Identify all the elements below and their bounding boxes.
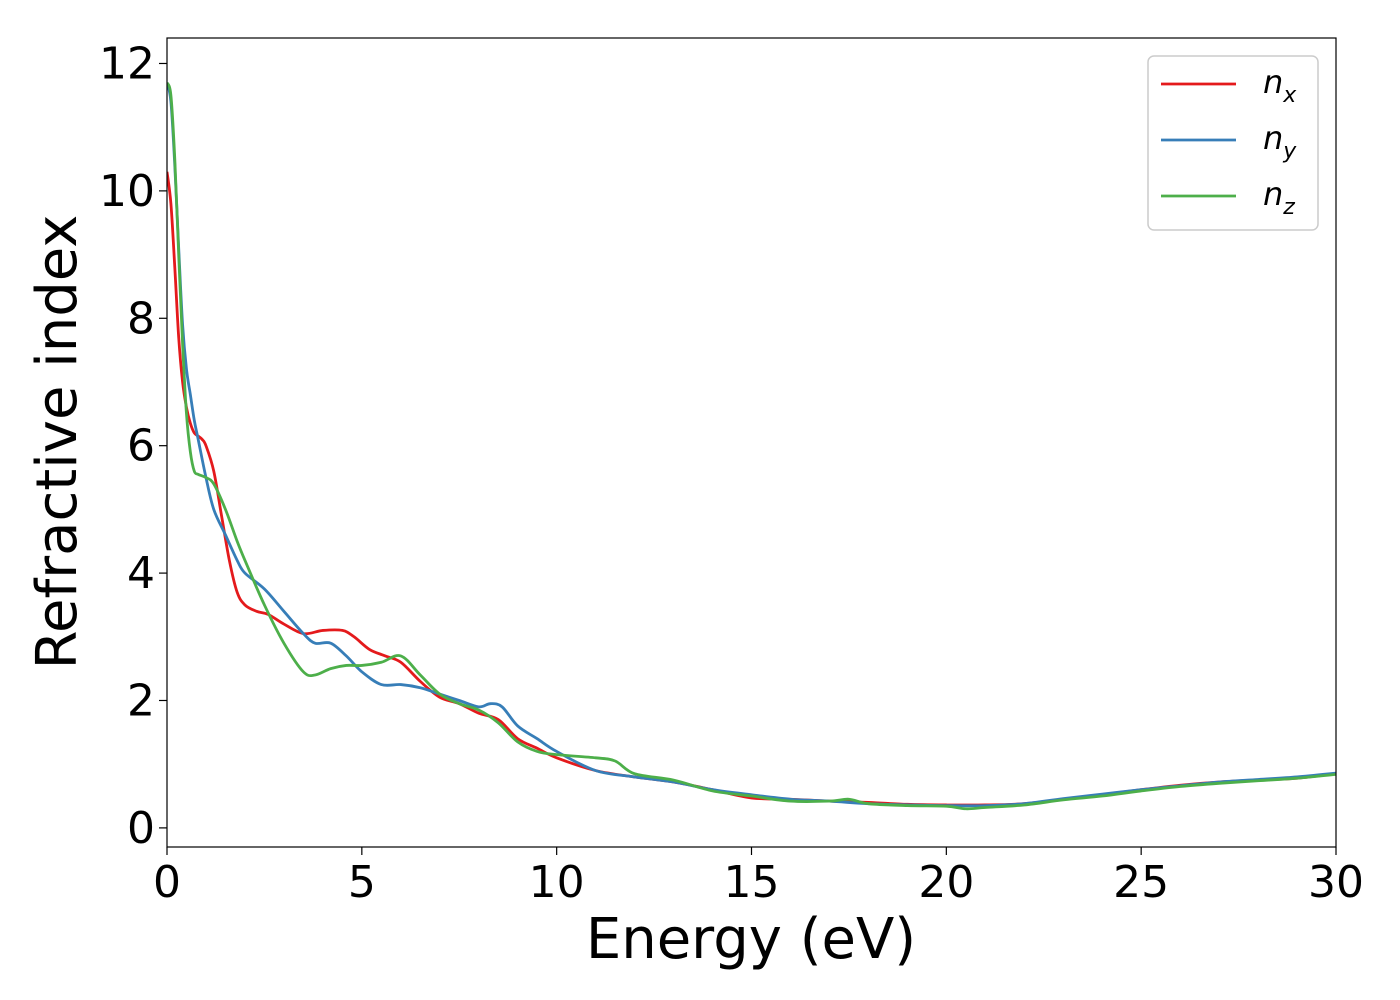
series-line-z [167,81,1336,811]
x-tick-label: 25 [1113,857,1169,908]
series-line-x [167,171,1336,807]
legend: nx ny nz [1147,55,1319,231]
legend-label-x: nx [1263,63,1297,108]
y-tick-label: 10 [99,166,155,217]
x-axis-ticks: 0 5 10 15 20 25 30 [153,847,1364,908]
y-tick-label: 4 [127,548,155,599]
y-tick-label: 6 [127,421,155,472]
x-tick-label: 0 [153,857,181,908]
y-axis-ticks: 0 2 4 6 8 10 12 [99,38,167,854]
y-axis-label: Refractive index [25,215,90,670]
series-line-y [167,82,1336,808]
y-tick-label: 8 [127,293,155,344]
legend-label-z: nz [1263,175,1295,220]
x-tick-label: 10 [529,857,585,908]
y-tick-label: 2 [127,675,155,726]
legend-box [1147,55,1319,231]
x-tick-label: 30 [1308,857,1364,908]
plot-lines [167,81,1336,811]
y-tick-label: 12 [99,38,155,89]
x-tick-label: 15 [724,857,780,908]
x-tick-label: 5 [348,857,376,908]
x-axis-label: Energy (eV) [586,907,916,972]
legend-label-y: ny [1263,119,1297,164]
x-tick-label: 20 [918,857,974,908]
y-tick-label: 0 [127,803,155,854]
